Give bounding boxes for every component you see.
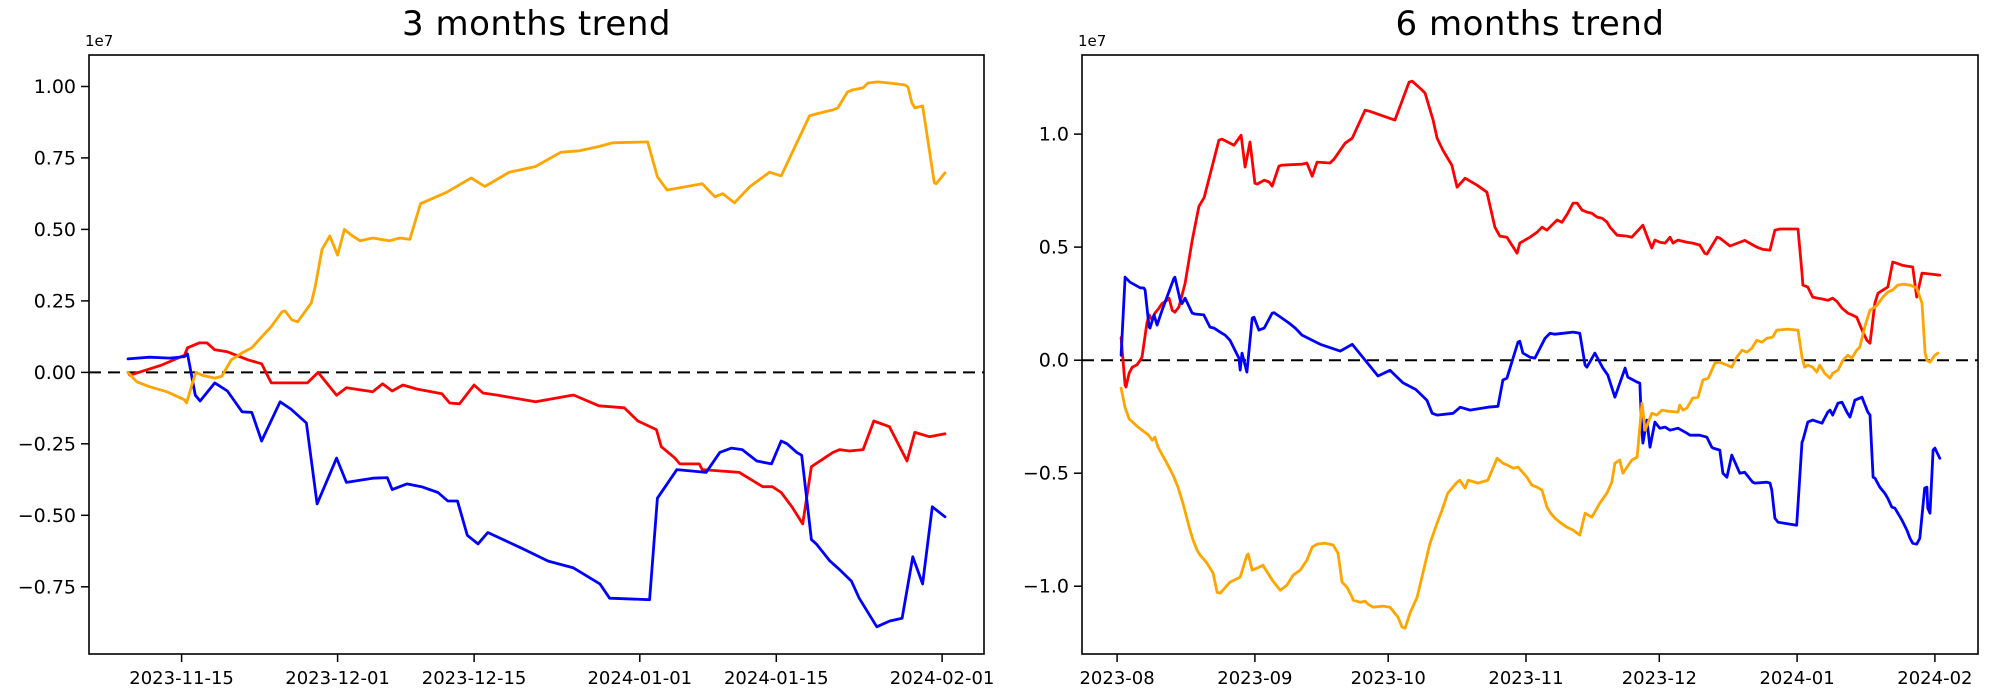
series-line-red (126, 341, 947, 526)
axes-border (1081, 54, 1979, 655)
chart-3-months: 2023-11-15 2023-12-01 2023-12-15 2024-01-01… (18, 32, 995, 689)
axis-offset-label: 1e7 (1078, 32, 1106, 50)
series-line-blue (1119, 275, 1942, 546)
x-tick-label: 2023-12 (1622, 668, 1697, 689)
x-tick-label: 2024-02 (1897, 668, 1972, 689)
axis-offset-label: 1e7 (85, 32, 113, 50)
y-tick-label: 1.00 (34, 76, 76, 98)
y-tick-label: 0.50 (34, 219, 76, 241)
series-line-orange (1119, 282, 1940, 630)
x-tick-label: 2024-01-15 (724, 668, 829, 689)
axes-border (88, 54, 985, 655)
y-tick-label: 0.00 (34, 362, 76, 384)
x-tick-label: 2023-11 (1488, 668, 1563, 689)
x-tick-label: 2023-08 (1079, 668, 1154, 689)
y-tick-label: 0.75 (34, 147, 76, 169)
x-tick-label: 2024-01-01 (587, 668, 692, 689)
x-tick-label: 2024-02-01 (890, 668, 995, 689)
x-tick-label: 2023-11-15 (129, 668, 234, 689)
x-tick-label: 2024-01 (1759, 668, 1834, 689)
series-line-orange (126, 80, 947, 405)
y-tick-label: 0.25 (34, 290, 76, 312)
x-tick-label: 2023-12-15 (422, 668, 527, 689)
chart-title-6-months: 6 months trend (1395, 4, 1665, 44)
y-tick-label: −0.5 (1023, 463, 1069, 485)
y-tick-label: 1.0 (1039, 124, 1069, 146)
y-tick-label: 0.5 (1039, 237, 1069, 259)
x-tick-label: 2023-09 (1217, 668, 1292, 689)
chart-title-3-months: 3 months trend (402, 4, 671, 44)
y-tick-label: −1.0 (1023, 576, 1069, 598)
y-tick-label: −0.75 (18, 576, 76, 598)
chart-6-months: 2023-08 2023-09 2023-10 2023-11 2023-12 2024-… (1023, 32, 1979, 689)
series-line-blue (126, 352, 947, 629)
y-tick-label: 0.0 (1039, 350, 1069, 372)
y-tick-label: −0.25 (18, 433, 76, 455)
x-tick-label: 2023-10 (1351, 668, 1426, 689)
y-tick-label: −0.50 (18, 505, 76, 527)
series-line-red (1119, 79, 1942, 389)
x-tick-label: 2023-12-01 (285, 668, 390, 689)
